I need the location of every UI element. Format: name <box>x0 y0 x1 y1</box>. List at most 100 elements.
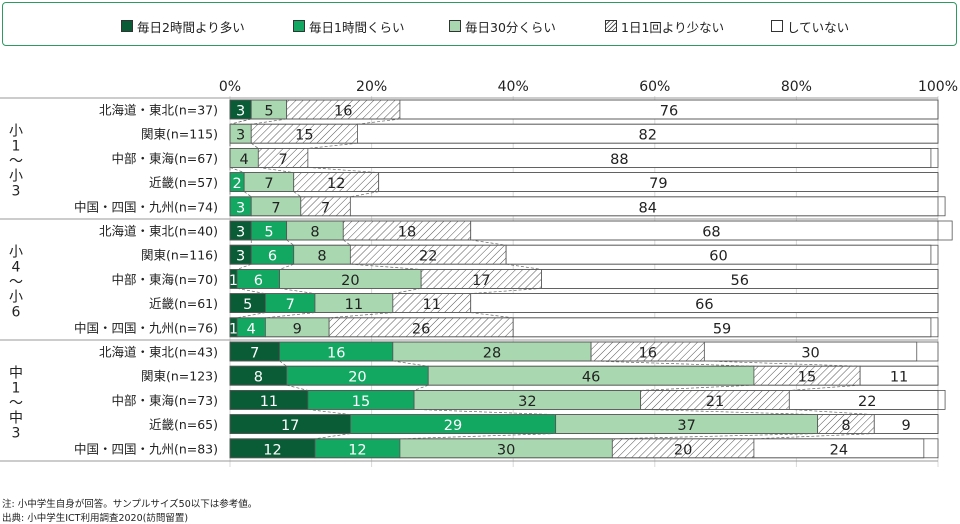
data-label: 59 <box>713 321 731 337</box>
connector-line <box>343 239 351 246</box>
data-label: 17 <box>472 273 490 289</box>
legend: 毎日2時間より多い 毎日1時間くらい 毎日30分くらい 1日1回より少ない して… <box>2 2 957 46</box>
group-label: 1 <box>12 381 21 397</box>
data-label: 5 <box>264 104 273 120</box>
data-label: 84 <box>638 200 656 216</box>
legend-item-none: していない <box>771 17 849 35</box>
data-label: 22 <box>419 249 437 265</box>
connector-line <box>314 433 351 440</box>
row-label: 中国・四国・九州(n=76) <box>74 320 218 335</box>
connector-line <box>789 409 875 415</box>
data-label: 8 <box>841 418 850 434</box>
data-label: 15 <box>798 370 816 386</box>
data-label: 66 <box>695 297 713 313</box>
connector-line <box>279 288 316 294</box>
data-label: 7 <box>271 200 280 216</box>
data-label: 82 <box>638 128 656 144</box>
data-label: 56 <box>731 273 749 289</box>
data-label: 3 <box>236 104 245 120</box>
data-label: 4 <box>240 152 249 168</box>
data-label: 12 <box>327 176 345 192</box>
data-label: 6 <box>268 249 277 265</box>
connector-line <box>307 167 379 173</box>
data-label: 7 <box>250 346 259 362</box>
group-label: 4 <box>12 260 21 276</box>
connector-line <box>753 433 875 440</box>
bar-outline <box>229 414 939 435</box>
connector-line <box>286 239 294 246</box>
data-label: 7 <box>286 297 295 313</box>
legend-swatch-1h <box>293 20 305 32</box>
row-label: 関東(n=116) <box>141 248 218 263</box>
data-label: 2 <box>232 176 241 192</box>
group-label: 小 <box>9 290 23 306</box>
legend-label-30min: 毎日30分くらい <box>465 19 556 35</box>
legend-label-1h: 毎日1時間くらい <box>309 19 405 35</box>
connector-line <box>470 288 542 294</box>
connector-line <box>258 167 294 173</box>
data-label: 32 <box>518 394 536 410</box>
bar-outline <box>229 268 939 289</box>
x-tick-label: 40% <box>498 79 529 95</box>
row-label: 中国・四国・九州(n=83) <box>74 441 218 456</box>
x-tick-label: 100% <box>918 79 958 95</box>
connector-line <box>357 118 400 125</box>
data-label: 3 <box>236 249 245 265</box>
connector-line <box>279 360 287 367</box>
row-label: 近畿(n=65) <box>149 417 218 432</box>
data-label: 29 <box>444 418 462 434</box>
group-label: 中 <box>9 366 23 382</box>
connector-line <box>286 384 308 391</box>
bar-outline <box>229 196 939 217</box>
connector-line <box>392 360 429 367</box>
group-label: 〜 <box>9 275 23 291</box>
data-label: 46 <box>582 370 600 386</box>
group-label: 小 <box>9 124 23 140</box>
connector-line <box>392 288 422 294</box>
connector-line <box>470 239 507 246</box>
data-label: 88 <box>610 152 628 168</box>
connector-line <box>251 142 259 149</box>
data-label: 12 <box>348 442 366 458</box>
connector-line <box>704 360 861 367</box>
data-label: 9 <box>902 418 911 434</box>
data-label: 22 <box>858 394 876 410</box>
group-label: 小 <box>9 245 23 261</box>
data-label: 28 <box>483 346 501 362</box>
connector-line <box>470 312 514 319</box>
data-label: 24 <box>830 442 848 458</box>
data-label: 20 <box>348 370 366 386</box>
bar-outline <box>229 147 939 168</box>
data-label: 30 <box>801 346 819 362</box>
row-label: 関東(n=115) <box>141 127 218 142</box>
group-label: 〜 <box>9 396 23 412</box>
connector-line <box>350 191 379 198</box>
connector-line <box>413 384 429 391</box>
data-label: 5 <box>264 225 273 241</box>
bar-outline <box>229 244 939 265</box>
data-label: 7 <box>278 152 287 168</box>
row-label: 中部・東海(n=70) <box>111 272 218 287</box>
data-label: 7 <box>264 176 273 192</box>
legend-label-none: していない <box>787 19 850 35</box>
data-label: 15 <box>295 128 313 144</box>
data-label: 21 <box>706 394 724 410</box>
legend-item-30min: 毎日30分くらい <box>449 17 556 35</box>
legend-swatch-2h-plus <box>121 20 133 32</box>
bar-outline <box>229 99 939 120</box>
connector-line <box>293 191 302 198</box>
data-label: 4 <box>247 321 256 337</box>
legend-label-2h-plus: 毎日2時間より多い <box>137 19 245 35</box>
row-label: 北海道・東北(n=43) <box>99 345 218 360</box>
connector-line <box>640 409 818 415</box>
row-label: 中国・四国・九州(n=74) <box>74 199 218 214</box>
legend-label-less-than-daily: 1日1回より少ない <box>621 19 725 35</box>
x-tick-label: 80% <box>781 79 812 95</box>
connector-line <box>640 384 754 391</box>
group-label: 〜 <box>9 154 23 170</box>
connector-line <box>350 263 422 270</box>
connector-line <box>307 409 351 415</box>
bar-outline <box>229 341 939 362</box>
source-note: 出典: 小中学生ICT利用調査2020(訪問留置) <box>2 513 189 524</box>
